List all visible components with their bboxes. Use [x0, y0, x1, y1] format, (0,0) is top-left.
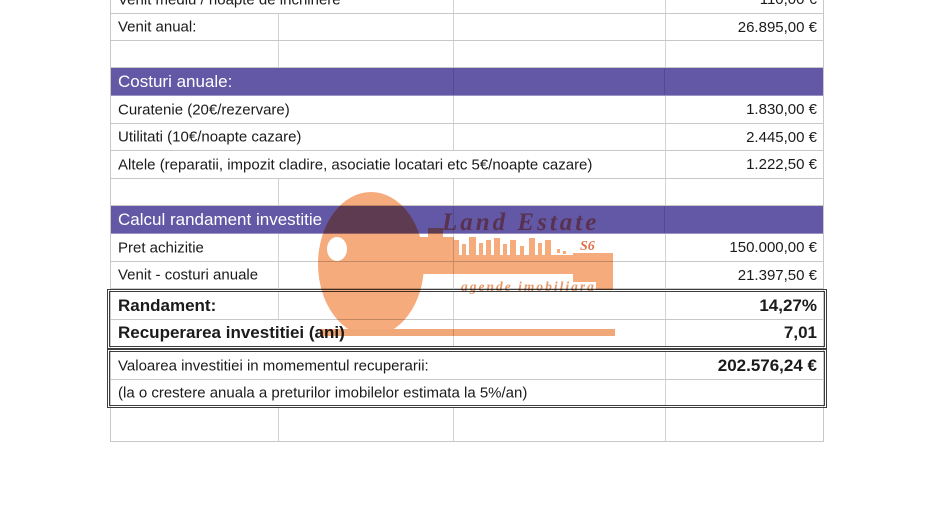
row-randament: Randament: 14,27% — [111, 292, 823, 320]
row-utilitati: Utilitati (10€/noapte cazare) 2.445,00 € — [111, 124, 823, 151]
header-divider — [664, 68, 665, 95]
cell-value — [665, 408, 823, 441]
cell-label: Utilitati (10€/noapte cazare) — [118, 128, 302, 146]
cell-value: 21.397,50 € — [665, 262, 823, 288]
cell-value — [665, 179, 823, 205]
cell-value: 110,00 € — [665, 0, 823, 13]
cell-label: Venit anual: — [118, 18, 197, 36]
cell-value: 1.830,00 € — [665, 96, 823, 123]
cell-label: Pret achizitie — [118, 239, 204, 256]
row-venit-costuri: Venit - costuri anuale 21.397,50 € — [111, 262, 823, 289]
row-venit-mediu: Venit mediu / noapte de inchiriere 110,0… — [111, 0, 823, 14]
emphasis-box-valoare: Valoarea investitiei in momementul recup… — [107, 349, 827, 408]
cell-value: 150.000,00 € — [665, 234, 823, 261]
cell-value: 1.222,50 € — [665, 151, 823, 178]
cell-label: Altele (reparatii, impozit cladire, asoc… — [118, 156, 593, 173]
cell-value: 7,01 — [665, 320, 823, 346]
cell-label: Venit mediu / noapte de inchiriere — [118, 0, 341, 8]
row-pret-achizitie: Pret achizitie 150.000,00 € — [111, 234, 823, 262]
cell-label: Recuperarea investitiei (ani) — [118, 323, 345, 342]
investment-table: Venit mediu / noapte de inchiriere 110,0… — [107, 0, 827, 442]
row-altele: Altele (reparatii, impozit cladire, asoc… — [111, 151, 823, 179]
row-crestere-anuala: (la o crestere anuala a preturilor imobi… — [111, 380, 823, 405]
cell-value: 202.576,24 € — [665, 352, 823, 379]
emphasis-box-randament: Randament: 14,27% Recuperarea investitie… — [107, 289, 827, 349]
row-empty — [111, 41, 823, 68]
row-valoarea-investitiei: Valoarea investitiei in momementul recup… — [111, 352, 823, 380]
cell-label: Randament: — [118, 295, 217, 315]
row-venit-anual: Venit anual: 26.895,00 € — [111, 14, 823, 41]
cell-value — [665, 41, 823, 67]
cell-label: Curatenie (20€/rezervare) — [118, 101, 290, 118]
section-header-calcul-randament: Calcul randament investitie — [111, 206, 823, 234]
section-title: Calcul randament investitie — [118, 209, 323, 229]
row-empty — [111, 179, 823, 206]
cell-value — [665, 380, 823, 405]
row-recuperarea: Recuperarea investitiei (ani) 7,01 — [111, 320, 823, 346]
cell-label: (la o crestere anuala a preturilor imobi… — [118, 384, 528, 401]
cell-value: 14,27% — [665, 292, 823, 319]
header-divider — [664, 206, 665, 233]
cell-value: 2.445,00 € — [665, 124, 823, 150]
section-title: Costuri anuale: — [118, 71, 233, 91]
row-curatenie: Curatenie (20€/rezervare) 1.830,00 € — [111, 96, 823, 124]
cell-label: Venit - costuri anuale — [118, 266, 259, 284]
cell-value: 26.895,00 € — [665, 14, 823, 40]
row-empty — [111, 408, 823, 442]
cell-label: Valoarea investitiei in momementul recup… — [118, 357, 429, 374]
section-header-costuri-anuale: Costuri anuale: — [111, 68, 823, 96]
